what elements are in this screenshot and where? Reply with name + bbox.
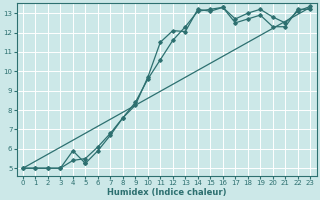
X-axis label: Humidex (Indice chaleur): Humidex (Indice chaleur) (107, 188, 226, 197)
